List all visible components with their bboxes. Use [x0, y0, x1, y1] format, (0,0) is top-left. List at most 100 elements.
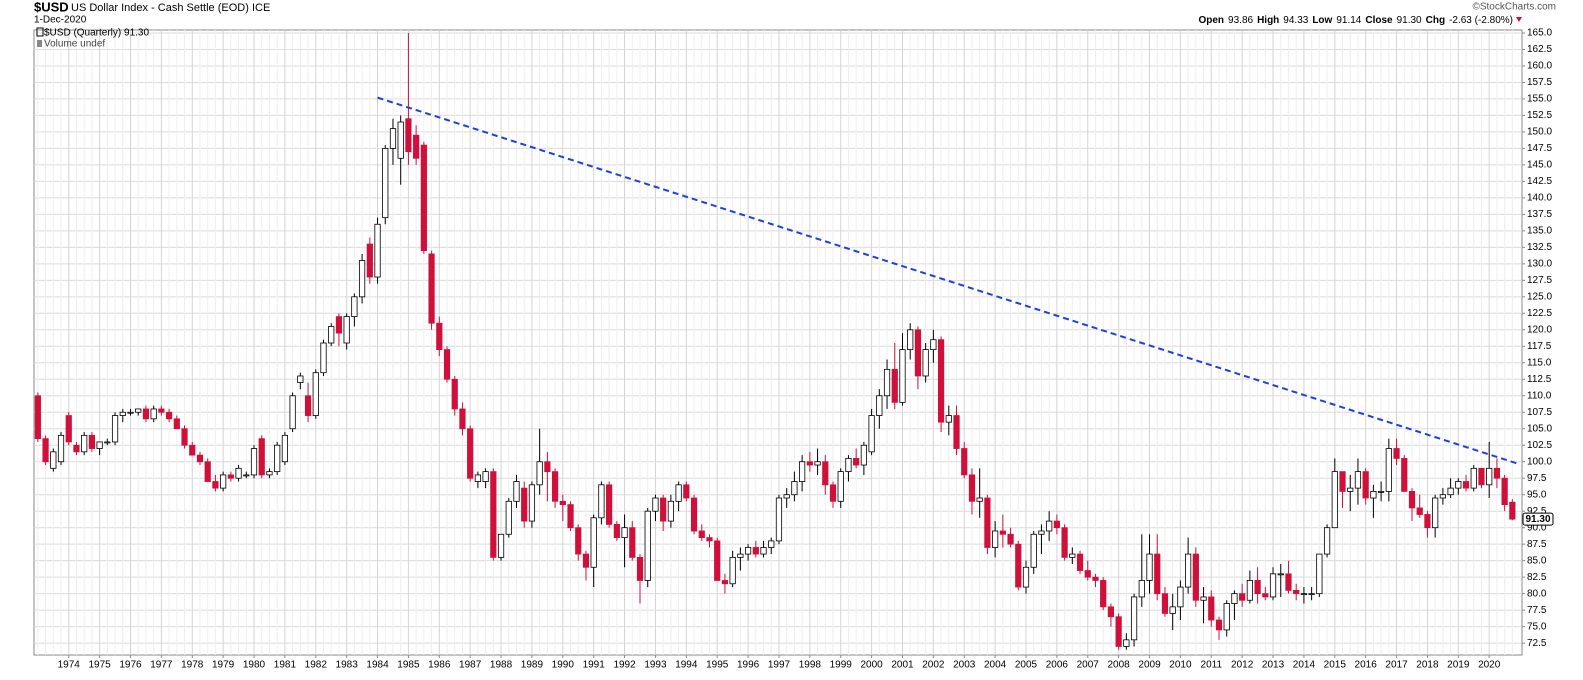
candle-body: [1393, 448, 1400, 459]
candle-body: [744, 547, 752, 555]
candle-body: [135, 408, 142, 413]
candle-body: [1246, 580, 1253, 601]
candle-body: [81, 434, 88, 453]
candle-body: [196, 454, 204, 463]
x-tick-label: 1976: [119, 660, 142, 671]
candle-body: [366, 243, 373, 278]
x-tick-label: 2014: [1293, 660, 1316, 671]
candle-body: [1030, 533, 1037, 568]
candle-body: [413, 134, 420, 159]
candle-body: [1331, 471, 1338, 529]
candle-body: [243, 474, 250, 477]
candle-body: [1177, 586, 1184, 608]
candle-body: [258, 438, 265, 476]
candle-body: [1138, 580, 1145, 598]
quote-value: 94.33: [1283, 15, 1308, 26]
candle-body: [443, 349, 451, 380]
candle-body: [335, 316, 343, 334]
y-tick-label: 137.5: [1527, 209, 1552, 220]
y-tick-label: 77.5: [1527, 605, 1547, 616]
candle-body: [683, 484, 690, 499]
x-tick-label: 1980: [243, 660, 266, 671]
candle-body: [1385, 448, 1392, 492]
candle-body: [551, 471, 559, 502]
quote-label: Open: [1198, 15, 1224, 26]
y-tick-label: 90.0: [1527, 522, 1547, 533]
candle-body: [976, 497, 983, 502]
candle-body: [1022, 566, 1030, 588]
y-tick-label: 142.5: [1527, 176, 1552, 187]
candle-body: [1470, 467, 1477, 489]
candle-body: [111, 415, 119, 443]
candle-body: [582, 553, 590, 568]
candle-body: [1347, 487, 1354, 492]
candle-body: [714, 540, 721, 581]
y-tick-label: 132.5: [1527, 242, 1552, 253]
x-tick-label: 1975: [88, 660, 111, 671]
candle-body: [204, 461, 211, 482]
candle-body: [1254, 580, 1261, 595]
candle-body: [1161, 593, 1169, 614]
candle-body: [968, 474, 976, 502]
candle-body: [1455, 481, 1462, 489]
candle-body: [1269, 573, 1277, 598]
quote-label: Chg: [1426, 15, 1445, 26]
candle-body: [536, 461, 543, 486]
candle-body: [304, 395, 312, 416]
candle-body: [1115, 616, 1122, 647]
x-tick-label: 2016: [1355, 660, 1378, 671]
candle-body: [119, 411, 126, 416]
candle-body: [775, 497, 783, 542]
candle-body: [1069, 553, 1076, 558]
candle-body: [667, 500, 674, 522]
candle-body: [34, 395, 41, 440]
y-tick-label: 92.5: [1527, 506, 1547, 517]
legend-icon: [37, 40, 42, 47]
x-tick-label: 2002: [922, 660, 945, 671]
x-tick-label: 1998: [799, 660, 822, 671]
candle-body: [1046, 520, 1053, 532]
candle-body: [497, 533, 505, 558]
candle-body: [1432, 497, 1439, 529]
candle-body: [853, 458, 860, 466]
candle-body: [505, 500, 512, 535]
candle-body: [428, 253, 435, 324]
y-tick-label: 95.0: [1527, 489, 1547, 500]
candle-body: [50, 451, 57, 469]
x-tick-label: 1984: [366, 660, 389, 671]
candle-body: [165, 411, 173, 420]
candle-body: [1061, 527, 1068, 558]
y-tick-label: 97.5: [1527, 473, 1547, 484]
candle-body: [1408, 491, 1416, 509]
y-tick-label: 102.5: [1527, 440, 1552, 451]
candle-body: [420, 144, 427, 252]
quote-value: 91.14: [1336, 15, 1361, 26]
candle-body: [266, 471, 273, 476]
candle-body: [1107, 606, 1115, 618]
candle-body: [389, 128, 397, 149]
candle-body: [721, 580, 729, 585]
candle-body: [1424, 514, 1431, 529]
candle-body: [814, 461, 821, 466]
candle-body: [521, 487, 528, 522]
plot-frame: [33, 29, 1523, 656]
y-tick-label: 80.0: [1527, 588, 1547, 599]
candle-body: [992, 530, 999, 548]
legend-price: $USD (Quarterly) 91.30: [44, 28, 149, 39]
candle-body: [1154, 553, 1161, 595]
candle-body: [1439, 494, 1446, 499]
x-tick-label: 1983: [336, 660, 359, 671]
candle-body: [1509, 501, 1516, 520]
candle-body: [1478, 467, 1485, 486]
y-tick-label: 105.0: [1527, 423, 1552, 434]
candle-body: [1076, 553, 1084, 571]
candle-body: [660, 497, 667, 522]
chart-subtitle: US Dollar Index - Cash Settle (EOD) ICE: [71, 2, 270, 14]
x-tick-label: 2012: [1231, 660, 1254, 671]
candle-body: [883, 368, 891, 397]
candle-body: [698, 530, 705, 538]
candle-body: [374, 223, 381, 278]
candle-body: [482, 471, 489, 482]
candle-body: [490, 471, 497, 558]
y-tick-label: 147.5: [1527, 143, 1552, 154]
